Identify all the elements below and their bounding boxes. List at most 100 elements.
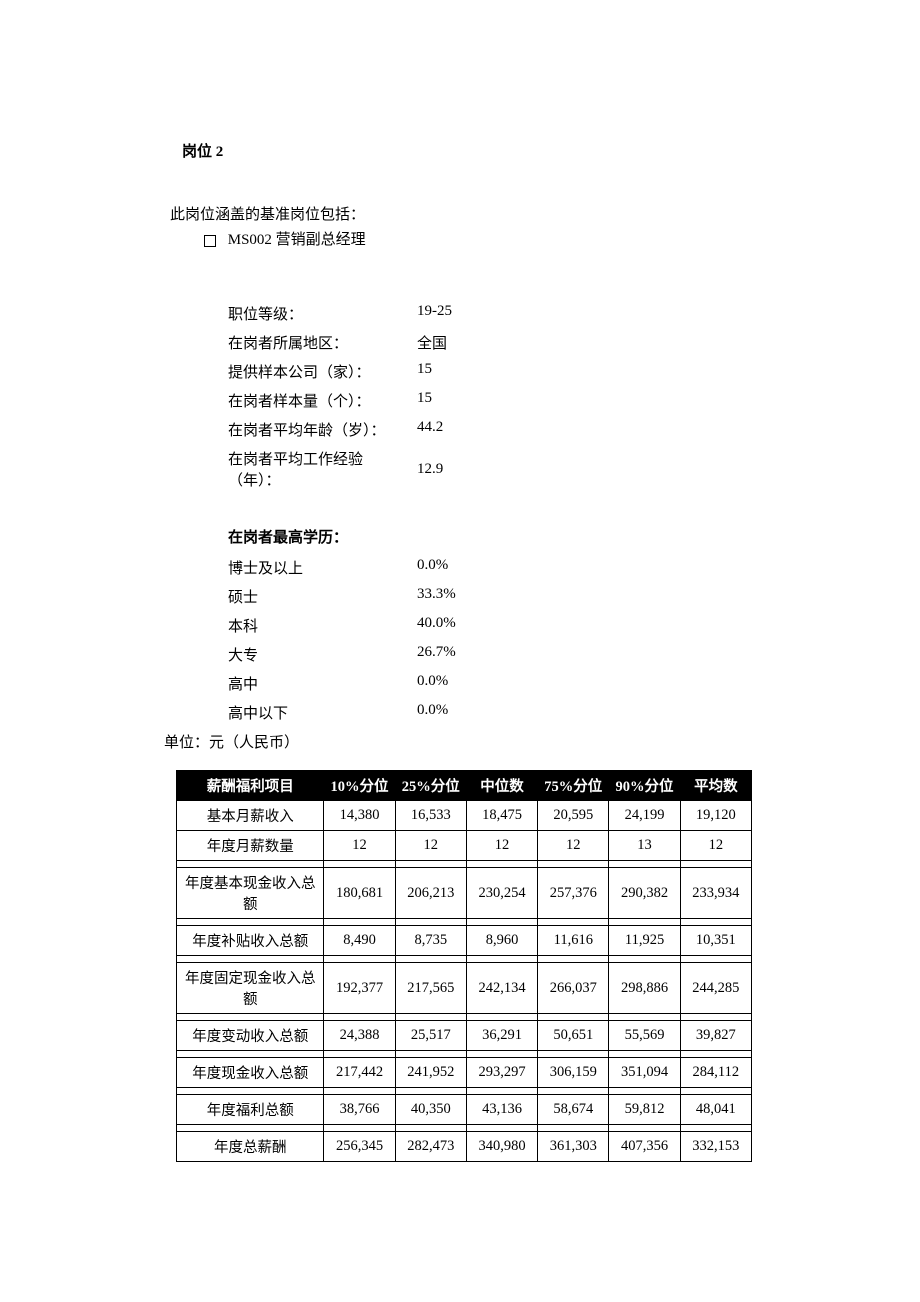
salary-col-avg: 平均数 [680,771,751,801]
spacer-cell [324,1088,395,1095]
salary-cell: 298,886 [609,963,680,1014]
spacer-cell [466,1088,537,1095]
salary-cell: 59,812 [609,1095,680,1125]
salary-cell: 306,159 [538,1058,609,1088]
spacer-cell [177,1088,324,1095]
salary-cell: 10,351 [680,926,751,956]
salary-cell: 20,595 [538,801,609,831]
spacer-cell [466,1051,537,1058]
spacer-cell [177,1125,324,1132]
spacer-cell [177,956,324,963]
spacer-cell [538,1051,609,1058]
salary-col-p10: 10%分位 [324,771,395,801]
salary-cell: 12 [395,831,466,861]
spacer-cell [680,1051,751,1058]
spacer-cell [466,1014,537,1021]
spacer-cell [395,1014,466,1021]
spacer-row [177,1125,752,1132]
salary-cell: 340,980 [466,1132,537,1162]
spacer-cell [395,919,466,926]
spacer-row [177,1088,752,1095]
spacer-cell [609,1125,680,1132]
spacer-cell [609,861,680,868]
spacer-cell [609,1051,680,1058]
salary-cell: 24,388 [324,1021,395,1051]
spacer-cell [538,1088,609,1095]
spacer-cell [324,956,395,963]
info-age-value: 44.2 [417,415,491,444]
table-row: 年度现金收入总额217,442241,952293,297306,159351,… [177,1058,752,1088]
table-row: 年度月薪数量121212121312 [177,831,752,861]
table-row: 年度总薪酬256,345282,473340,980361,303407,356… [177,1132,752,1162]
salary-cell: 50,651 [538,1021,609,1051]
salary-cell: 12 [538,831,609,861]
spacer-cell [538,919,609,926]
salary-cell: 11,616 [538,926,609,956]
edu-label: 博士及以上 [228,553,417,582]
salary-row-label: 年度福利总额 [177,1095,324,1125]
edu-label: 硕士 [228,582,417,611]
salary-cell: 293,297 [466,1058,537,1088]
spacer-cell [538,956,609,963]
salary-cell: 38,766 [324,1095,395,1125]
salary-cell: 242,134 [466,963,537,1014]
salary-cell: 407,356 [609,1132,680,1162]
salary-cell: 8,735 [395,926,466,956]
salary-cell: 266,037 [538,963,609,1014]
salary-cell: 11,925 [609,926,680,956]
salary-col-p90: 90%分位 [609,771,680,801]
salary-cell: 12 [466,831,537,861]
salary-cell: 55,569 [609,1021,680,1051]
info-table: 职位等级： 19-25 在岗者所属地区： 全国 提供样本公司（家）： 15 在岗… [228,299,491,727]
edu-value: 0.0% [417,698,491,727]
table-row: 基本月薪收入14,38016,53318,47520,59524,19919,1… [177,801,752,831]
spacer-row [177,861,752,868]
spacer-cell [395,1088,466,1095]
spacer-cell [680,1088,751,1095]
edu-value: 33.3% [417,582,491,611]
unit-label: 单位：元（人民币） [164,731,750,752]
spacer-cell [609,1088,680,1095]
info-sample-label: 在岗者样本量（个）： [228,386,417,415]
spacer-cell [395,1051,466,1058]
spacer-cell [395,1125,466,1132]
salary-cell: 230,254 [466,868,537,919]
info-companies-label: 提供样本公司（家）： [228,357,417,386]
edu-label: 高中以下 [228,698,417,727]
salary-cell: 36,291 [466,1021,537,1051]
spacer-cell [324,861,395,868]
spacer-cell [177,1014,324,1021]
spacer-cell [177,1051,324,1058]
salary-row-label: 年度月薪数量 [177,831,324,861]
salary-row-label: 年度基本现金收入总额 [177,868,324,919]
edu-value: 0.0% [417,553,491,582]
salary-cell: 40,350 [395,1095,466,1125]
salary-row-label: 年度总薪酬 [177,1132,324,1162]
salary-col-p75: 75%分位 [538,771,609,801]
salary-cell: 284,112 [680,1058,751,1088]
salary-cell: 8,490 [324,926,395,956]
spacer-cell [177,919,324,926]
salary-cell: 290,382 [609,868,680,919]
salary-col-p25: 25%分位 [395,771,466,801]
salary-cell: 206,213 [395,868,466,919]
spacer-row [177,919,752,926]
salary-cell: 43,136 [466,1095,537,1125]
info-region-value: 全国 [417,328,491,357]
salary-cell: 180,681 [324,868,395,919]
table-row: 年度补贴收入总额8,4908,7358,96011,61611,92510,35… [177,926,752,956]
spacer-cell [324,1014,395,1021]
table-row: 年度基本现金收入总额180,681206,213230,254257,37629… [177,868,752,919]
spacer-cell [466,956,537,963]
spacer-cell [395,861,466,868]
salary-row-label: 年度现金收入总额 [177,1058,324,1088]
spacer-cell [466,1125,537,1132]
benchmark-label: MS002 营销副总经理 [228,232,366,248]
spacer-cell [466,919,537,926]
table-row: 年度福利总额38,76640,35043,13658,67459,81248,0… [177,1095,752,1125]
spacer-cell [680,1125,751,1132]
spacer-cell [680,919,751,926]
edu-value: 0.0% [417,669,491,698]
spacer-cell [609,919,680,926]
info-sample-value: 15 [417,386,491,415]
